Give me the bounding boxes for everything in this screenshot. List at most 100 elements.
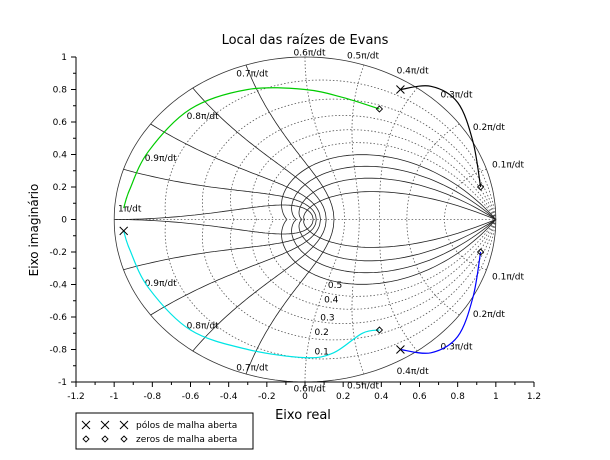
legend-pole-symbol xyxy=(81,420,91,430)
y-tick-label: 0.4 xyxy=(53,151,68,161)
zeta-label: 0.4 xyxy=(324,295,339,305)
frequency-curve xyxy=(114,219,314,235)
zero-marker xyxy=(476,248,485,256)
y-tick-label: 0.6 xyxy=(53,118,68,128)
wn-label: 0.4π/dt xyxy=(397,66,429,76)
wn-label: 0.1π/dt xyxy=(492,273,524,283)
frequency-curve xyxy=(114,204,314,220)
locus-branch xyxy=(123,230,380,359)
damping-curve xyxy=(268,219,497,297)
wn-label: 0.9π/dt xyxy=(145,279,177,289)
y-tick-label: -0.8 xyxy=(49,346,67,356)
wn-label: 0.4π/dt xyxy=(397,367,429,377)
zgrid: 0.1π/dt 0.1π/dt 0.2π/dt 0.2π/dt 0.3π/dt 0.3π/… xyxy=(113,48,524,395)
legend: pólos de malha aberta zeros de malha aber… xyxy=(75,412,254,450)
frequency-curve xyxy=(406,219,460,316)
legend-zero-symbol xyxy=(101,435,109,443)
pole-zero-markers xyxy=(119,85,485,354)
legend-label: zeros de malha aberta xyxy=(136,435,237,445)
wn-label: 0.1π/dt xyxy=(492,161,524,171)
frequency-curve xyxy=(245,64,335,220)
frequency-curve xyxy=(304,57,346,220)
frequency-curve xyxy=(192,219,327,352)
y-tick-label: 0 xyxy=(61,216,67,226)
damping-curve xyxy=(303,219,496,248)
zeta-label: 0.2 xyxy=(315,328,329,338)
frequency-curve xyxy=(444,219,487,271)
wn-label: 0.9π/dt xyxy=(145,154,177,164)
wn-label: 0.2π/dt xyxy=(473,123,505,133)
zeta-label: 0.3 xyxy=(320,313,334,323)
locus-branch xyxy=(123,87,380,209)
x-tick-label: -0.6 xyxy=(182,392,200,402)
x-tick-label: -0.2 xyxy=(258,392,276,402)
frequency-curve xyxy=(351,64,365,220)
chart-title: Local das raízes de Evans xyxy=(222,33,389,48)
frequency-curve xyxy=(123,168,317,220)
axes: -1.2 -1 -0.8 -0.6 -0.4 -0.2 0 0.2 0.4 0.6 0.8 1 1.2-… xyxy=(49,53,541,402)
damping-curve xyxy=(251,129,497,220)
locus-branch xyxy=(400,85,482,188)
wn-label: 0.5π/dt xyxy=(347,381,379,391)
legend-box xyxy=(75,412,254,450)
frequency-curve xyxy=(378,87,418,220)
x-tick-label: -1.2 xyxy=(67,392,85,402)
damping-curve xyxy=(303,191,496,220)
frequency-curve xyxy=(378,219,418,352)
damping-curve xyxy=(201,219,497,341)
frequency-curve xyxy=(406,123,460,220)
frequency-curve xyxy=(192,87,327,220)
damping-curve xyxy=(298,177,497,220)
pole-marker xyxy=(396,85,405,94)
frequency-curve xyxy=(304,219,346,382)
y-tick-label: 0.2 xyxy=(53,183,67,193)
wn-label: 0.6π/dt xyxy=(294,385,326,395)
wn-label: 0.3π/dt xyxy=(440,91,472,101)
wn-label: 0.8π/dt xyxy=(187,321,219,331)
wn-label: 0.7π/dt xyxy=(236,364,268,374)
wn-label: 0.3π/dt xyxy=(440,342,472,352)
x-tick-label: 0.8 xyxy=(451,392,466,402)
damping-curve xyxy=(201,98,497,220)
x-tick-label: 0.2 xyxy=(336,392,350,402)
damping-curve xyxy=(298,219,497,262)
frequency-curve xyxy=(444,168,487,220)
damping-curve xyxy=(229,219,497,325)
zeta-label: 0.1 xyxy=(315,347,329,357)
wn-label: 0.2π/dt xyxy=(473,310,505,320)
x-axis-label: Eixo real xyxy=(275,408,331,423)
wn-label: 0.6π/dt xyxy=(294,48,326,58)
x-tick-label: -0.4 xyxy=(220,392,238,402)
x-tick-label: -0.8 xyxy=(144,392,162,402)
wn-label: 0.8π/dt xyxy=(187,112,219,122)
damping-curve xyxy=(268,142,497,220)
zero-marker xyxy=(476,183,485,191)
y-tick-label: -0.6 xyxy=(49,313,67,323)
zero-marker xyxy=(375,105,384,113)
zeta-label: 0.5 xyxy=(328,281,342,291)
pole-marker xyxy=(119,226,129,236)
damping-curve xyxy=(229,115,497,220)
y-axis-label: Eixo imaginário xyxy=(27,184,41,277)
y-tick-label: -0.2 xyxy=(49,248,67,258)
locus-branches xyxy=(123,85,482,359)
damping-curve xyxy=(164,219,497,360)
x-tick-label: 0 xyxy=(302,392,308,402)
frequency-curve xyxy=(150,123,321,220)
x-tick-label: 0.4 xyxy=(374,392,389,402)
wn-label: 1π/dt xyxy=(118,204,142,214)
damping-curve xyxy=(281,219,497,285)
wn-label: 0.5π/dt xyxy=(347,52,379,62)
damping-curve xyxy=(164,79,497,220)
y-tick-label: 1 xyxy=(61,53,67,63)
legend-zero-symbol xyxy=(82,435,90,443)
legend-pole-symbol xyxy=(119,420,129,430)
pole-marker xyxy=(396,345,405,354)
damping-curve xyxy=(251,219,497,310)
locus-branch xyxy=(400,251,482,354)
frequency-curve xyxy=(245,219,335,375)
y-tick-label: 0.8 xyxy=(53,86,68,96)
legend-zero-symbol xyxy=(120,435,128,443)
x-tick-label: -1 xyxy=(110,392,119,402)
